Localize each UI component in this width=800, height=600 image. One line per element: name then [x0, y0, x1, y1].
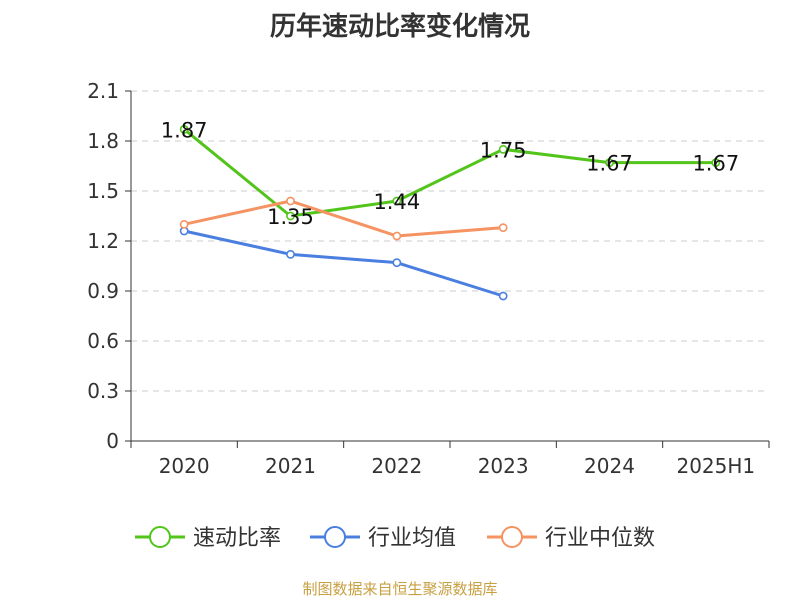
data-point	[498, 144, 508, 154]
legend-item[interactable]: 行业均值	[310, 526, 456, 551]
y-tick-label: 1.8	[87, 129, 119, 153]
data-point	[286, 196, 295, 206]
data-label: 1.35	[267, 205, 314, 229]
data-label: 1.67	[586, 152, 633, 176]
data-point	[498, 223, 508, 233]
legend[interactable]: 速动比率 行业均值 行业中位数	[135, 526, 655, 551]
series-line	[183, 229, 504, 298]
data-point	[392, 231, 402, 241]
y-tick-label: 1.2	[87, 229, 119, 253]
data-point	[711, 158, 721, 168]
y-tick-label: 0.6	[87, 329, 119, 353]
y-tick-label: 2.1	[87, 79, 119, 103]
legend-marker	[149, 526, 171, 548]
x-tick-label: 2021	[265, 454, 316, 478]
x-tick-label: 2024	[584, 454, 635, 478]
series-line	[183, 128, 716, 218]
legend-label: 速动比率	[193, 526, 281, 551]
data-point	[498, 291, 508, 301]
y-tick-label: 0	[106, 429, 119, 453]
data-label: 1.67	[692, 152, 739, 176]
y-tick-label: 0.9	[87, 279, 119, 303]
x-tick-label: 2025H1	[676, 454, 755, 478]
series-lines	[179, 124, 721, 301]
data-point	[179, 219, 189, 229]
legend-marker	[501, 526, 523, 548]
data-point	[392, 258, 402, 268]
source-caption: 制图数据来自恒生聚源数据库	[302, 580, 498, 598]
data-point	[179, 124, 189, 134]
y-tick-label: 1.5	[87, 179, 119, 203]
data-point	[286, 211, 295, 221]
data-point	[392, 196, 402, 206]
data-label: 1.87	[161, 118, 208, 142]
legend-label: 行业均值	[368, 526, 456, 551]
x-tick-label: 2022	[371, 454, 422, 478]
data-label: 1.75	[480, 138, 527, 162]
data-point	[286, 249, 295, 259]
chart-title: 历年速动比率变化情况	[269, 12, 530, 42]
data-label: 1.44	[373, 190, 420, 214]
legend-marker	[324, 526, 346, 548]
data-labels: 1.87 1.35 1.44 1.75 1.67 1.67	[161, 118, 739, 229]
legend-item[interactable]: 行业中位数	[487, 526, 655, 551]
x-tick-label: 2023	[478, 454, 529, 478]
grid-lines	[131, 90, 769, 392]
y-tick-label: 0.3	[87, 379, 119, 403]
axes: 0 0.3 0.6 0.9 1.2 1.5 1.8 2.1 2020 2021 2022 2023 20…	[87, 79, 770, 478]
legend-label: 行业中位数	[545, 526, 655, 551]
legend-item[interactable]: 速动比率	[135, 526, 281, 551]
x-tick-label: 2020	[159, 454, 210, 478]
series-line	[183, 199, 504, 238]
data-point	[605, 158, 614, 168]
